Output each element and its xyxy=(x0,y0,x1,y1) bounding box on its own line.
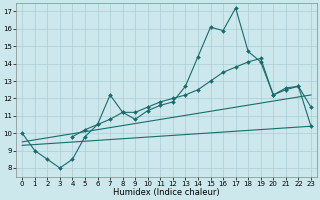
X-axis label: Humidex (Indice chaleur): Humidex (Indice chaleur) xyxy=(113,188,220,197)
